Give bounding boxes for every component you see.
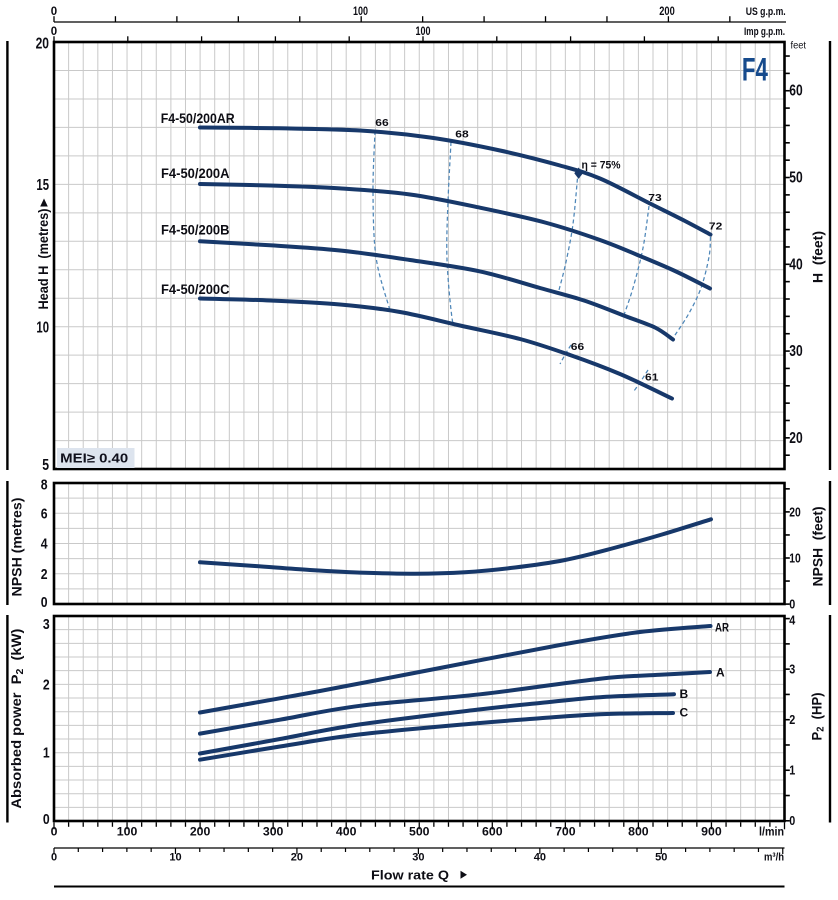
svg-text:0: 0 xyxy=(789,597,795,612)
svg-text:0: 0 xyxy=(51,26,57,38)
svg-text:1: 1 xyxy=(789,764,795,778)
svg-text:100: 100 xyxy=(353,6,368,18)
svg-text:60: 60 xyxy=(789,83,802,100)
svg-text:F4-50/200AR: F4-50/200AR xyxy=(161,110,235,126)
svg-text:0: 0 xyxy=(789,814,795,828)
svg-text:B: B xyxy=(680,687,689,701)
svg-text:15: 15 xyxy=(36,177,49,194)
svg-text:0: 0 xyxy=(43,811,50,828)
svg-text:feet: feet xyxy=(791,41,807,52)
svg-text:H (feet): H (feet) xyxy=(809,231,825,283)
svg-text:700: 700 xyxy=(555,824,576,838)
svg-text:100: 100 xyxy=(117,824,138,838)
svg-text:l/min: l/min xyxy=(759,824,784,838)
svg-text:10: 10 xyxy=(789,551,801,566)
svg-text:300: 300 xyxy=(263,824,284,838)
svg-text:73: 73 xyxy=(648,193,662,204)
svg-text:A: A xyxy=(716,665,725,679)
svg-text:2: 2 xyxy=(789,713,795,727)
svg-text:2: 2 xyxy=(41,566,48,583)
svg-text:Absorbed power P2 (kW): Absorbed power P2 (kW) xyxy=(8,629,26,809)
svg-text:30: 30 xyxy=(789,343,802,360)
svg-text:Head H (metres): Head H (metres) xyxy=(35,209,51,310)
svg-text:NPSH (metres): NPSH (metres) xyxy=(8,498,24,597)
svg-text:η = 75%: η = 75% xyxy=(582,159,621,171)
svg-text:30: 30 xyxy=(412,852,424,864)
svg-text:F4-50/200B: F4-50/200B xyxy=(161,222,230,238)
svg-text:72: 72 xyxy=(709,222,723,233)
svg-text:Imp g.p.m.: Imp g.p.m. xyxy=(744,26,785,38)
svg-text:20: 20 xyxy=(789,430,802,447)
svg-text:3: 3 xyxy=(789,663,795,677)
svg-text:66: 66 xyxy=(375,118,389,129)
svg-text:m³/h: m³/h xyxy=(764,852,784,864)
svg-text:600: 600 xyxy=(482,824,503,838)
svg-text:Flow rate Q: Flow rate Q xyxy=(371,867,449,882)
svg-text:66: 66 xyxy=(571,342,585,353)
svg-text:2: 2 xyxy=(43,676,50,693)
svg-text:MEI≥ 0.40: MEI≥ 0.40 xyxy=(60,451,128,466)
svg-text:100: 100 xyxy=(416,26,431,38)
svg-text:200: 200 xyxy=(190,824,211,838)
svg-text:800: 800 xyxy=(628,824,649,838)
svg-text:400: 400 xyxy=(336,824,357,838)
svg-text:61: 61 xyxy=(645,372,659,383)
svg-text:P2 (HP): P2 (HP) xyxy=(809,693,827,741)
svg-text:NPSH (feet): NPSH (feet) xyxy=(809,506,825,586)
svg-text:20: 20 xyxy=(789,504,801,519)
svg-text:0: 0 xyxy=(51,852,57,864)
svg-text:20: 20 xyxy=(36,35,49,52)
svg-text:US g.p.m.: US g.p.m. xyxy=(746,6,786,18)
svg-text:200: 200 xyxy=(659,6,675,18)
svg-text:50: 50 xyxy=(789,170,802,187)
svg-text:68: 68 xyxy=(455,129,469,140)
svg-text:900: 900 xyxy=(701,824,722,838)
svg-text:AR: AR xyxy=(715,620,729,634)
svg-text:0: 0 xyxy=(51,6,57,18)
svg-text:1: 1 xyxy=(43,745,50,762)
svg-text:0: 0 xyxy=(41,594,48,611)
svg-text:20: 20 xyxy=(291,852,303,864)
svg-text:F4-50/200A: F4-50/200A xyxy=(161,165,230,181)
svg-text:4: 4 xyxy=(789,613,795,627)
svg-text:F4: F4 xyxy=(742,51,768,88)
svg-text:40: 40 xyxy=(789,256,802,273)
svg-text:C: C xyxy=(680,706,689,720)
svg-text:3: 3 xyxy=(43,616,50,633)
svg-text:5: 5 xyxy=(42,457,49,474)
svg-text:6: 6 xyxy=(41,505,48,522)
svg-text:8: 8 xyxy=(41,477,48,494)
svg-text:4: 4 xyxy=(41,536,48,553)
svg-text:50: 50 xyxy=(655,852,667,864)
svg-text:40: 40 xyxy=(534,852,546,864)
svg-text:F4-50/200C: F4-50/200C xyxy=(161,281,230,297)
svg-text:0: 0 xyxy=(51,824,58,838)
svg-text:10: 10 xyxy=(169,852,181,864)
svg-text:500: 500 xyxy=(409,824,430,838)
svg-text:10: 10 xyxy=(36,319,49,336)
